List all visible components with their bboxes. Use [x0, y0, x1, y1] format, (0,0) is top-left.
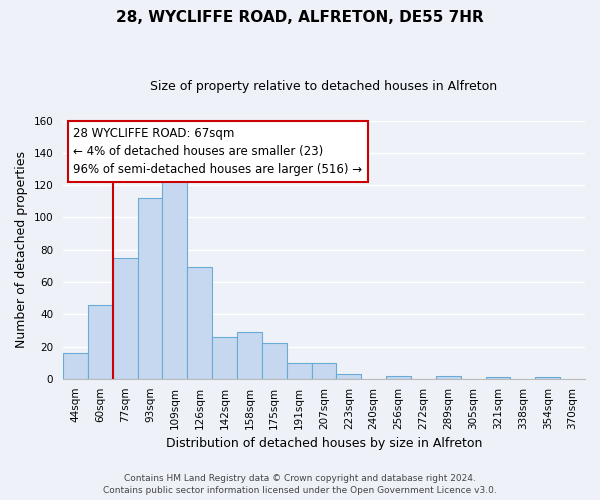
Bar [88, 304, 113, 379]
Bar [311, 363, 337, 379]
Bar [337, 374, 361, 379]
Bar [212, 337, 237, 379]
Bar [137, 198, 163, 379]
Bar [485, 378, 511, 379]
Bar [386, 376, 411, 379]
Text: 28, WYCLIFFE ROAD, ALFRETON, DE55 7HR: 28, WYCLIFFE ROAD, ALFRETON, DE55 7HR [116, 10, 484, 25]
Bar [63, 353, 88, 379]
Bar [287, 363, 311, 379]
Bar [535, 378, 560, 379]
Bar [113, 258, 137, 379]
Bar [436, 376, 461, 379]
Bar [163, 180, 187, 379]
Bar [187, 268, 212, 379]
X-axis label: Distribution of detached houses by size in Alfreton: Distribution of detached houses by size … [166, 437, 482, 450]
Title: Size of property relative to detached houses in Alfreton: Size of property relative to detached ho… [151, 80, 497, 93]
Bar [237, 332, 262, 379]
Text: Contains HM Land Registry data © Crown copyright and database right 2024.
Contai: Contains HM Land Registry data © Crown c… [103, 474, 497, 495]
Y-axis label: Number of detached properties: Number of detached properties [15, 151, 28, 348]
Bar [262, 344, 287, 379]
Text: 28 WYCLIFFE ROAD: 67sqm
← 4% of detached houses are smaller (23)
96% of semi-det: 28 WYCLIFFE ROAD: 67sqm ← 4% of detached… [73, 127, 362, 176]
